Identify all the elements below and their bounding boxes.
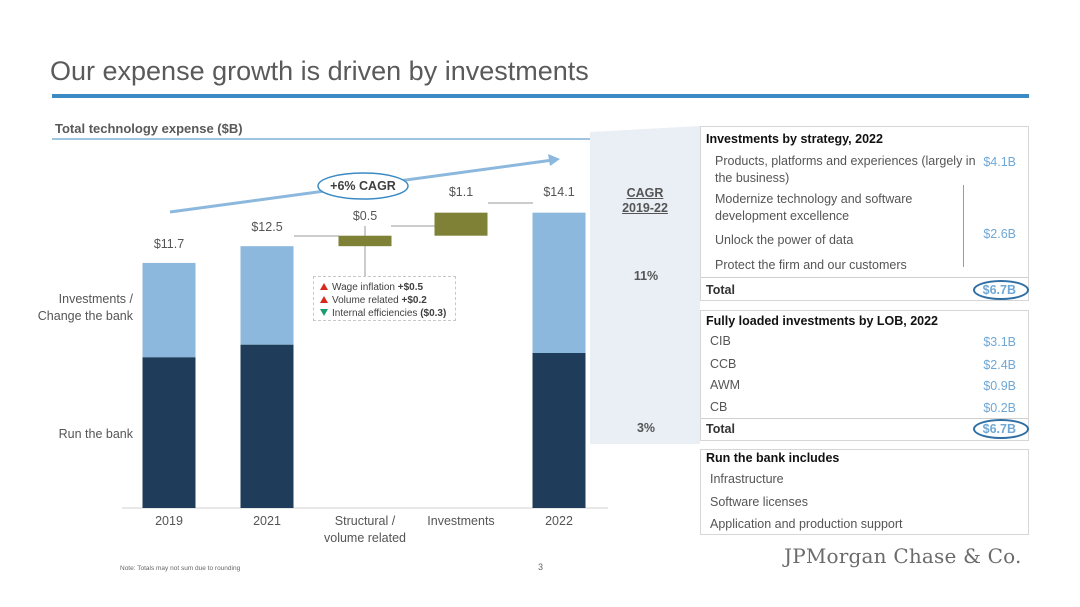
lob-value-cb: $0.2B bbox=[983, 401, 1016, 415]
x-label-2021: 2021 bbox=[253, 514, 281, 528]
total-label-structural: $0.5 bbox=[352, 209, 378, 223]
up-triangle-icon bbox=[320, 283, 328, 290]
lob-total-label: Total bbox=[706, 422, 735, 436]
x-label-investments: Investments bbox=[427, 514, 495, 528]
chart-subtitle: Total technology expense ($B) bbox=[55, 121, 243, 136]
subtitle-rule bbox=[52, 138, 592, 140]
cagr-value-change-the-bank: 11% bbox=[633, 269, 659, 283]
x-label-2019: 2019 bbox=[155, 514, 183, 528]
strategy-total-label: Total bbox=[706, 283, 735, 297]
driver-wage-inflation: Wage inflation +$0.5 bbox=[320, 281, 455, 294]
strategy-value-grouped: $2.6B bbox=[983, 227, 1016, 241]
lob-item-cb: CB bbox=[710, 400, 728, 414]
strategy-item-data: Unlock the power of data bbox=[715, 233, 854, 247]
footnote: Note: Totals may not sum due to rounding bbox=[120, 565, 241, 572]
row-label-change-the-bank: Investments / Change the bank bbox=[37, 292, 133, 323]
cagr-badge-ellipse bbox=[317, 172, 409, 200]
lob-value-awm: $0.9B bbox=[983, 379, 1016, 393]
strategy-total-highlight bbox=[973, 280, 1029, 300]
cagr-badge: +6% CAGR bbox=[330, 179, 396, 193]
bar-increment-investments bbox=[434, 212, 488, 236]
logo: JPMorgan Chase & Co. bbox=[784, 544, 1022, 568]
lob-total-divider bbox=[701, 418, 1028, 419]
down-triangle-icon bbox=[320, 309, 328, 316]
strategy-bracket bbox=[963, 185, 964, 267]
up-triangle-icon bbox=[320, 296, 328, 303]
bar-change-the-bank-2021 bbox=[240, 246, 294, 345]
strategy-panel-title: Investments by strategy, 2022 bbox=[706, 132, 883, 146]
title-rule bbox=[52, 94, 1029, 98]
cagr-value-run-the-bank: 3% bbox=[636, 421, 656, 435]
strategy-item-modernize: Modernize technology and software develo… bbox=[715, 192, 913, 223]
driver-volume-related: Volume related +$0.2 bbox=[320, 294, 455, 307]
driver-internal-efficiencies: Internal efficiencies ($0.3) bbox=[320, 307, 455, 320]
strategy-item-protect: Protect the firm and our customers bbox=[715, 258, 907, 272]
strategy-panel: Investments by strategy, 2022 Products, … bbox=[700, 126, 1029, 301]
strategy-value-products: $4.1B bbox=[983, 155, 1016, 169]
lob-panel: Fully loaded investments by LOB, 2022 CI… bbox=[700, 310, 1029, 441]
run-panel: Run the bank includes Infrastructure Sof… bbox=[700, 449, 1029, 535]
total-label-investments: $1.1 bbox=[448, 185, 474, 199]
lob-total-highlight bbox=[973, 419, 1029, 439]
lob-panel-title: Fully loaded investments by LOB, 2022 bbox=[706, 314, 939, 328]
drivers-box: Wage inflation +$0.5 Volume related +$0.… bbox=[313, 276, 456, 321]
run-panel-title: Run the bank includes bbox=[706, 451, 840, 465]
run-item-application-support: Application and production support bbox=[710, 517, 903, 531]
bar-run-the-bank-2021 bbox=[240, 344, 294, 508]
lob-item-ccb: CCB bbox=[710, 357, 737, 371]
x-label-2022: 2022 bbox=[545, 514, 573, 528]
lob-value-cib: $3.1B bbox=[983, 335, 1016, 349]
lob-value-ccb: $2.4B bbox=[983, 358, 1016, 372]
x-label-structural: Structural / volume related bbox=[324, 514, 406, 545]
lob-item-awm: AWM bbox=[710, 378, 741, 392]
cagr-header-line2: 2019-22 bbox=[622, 201, 668, 215]
bar-increment-structural-volume-related bbox=[338, 235, 392, 247]
run-item-software-licenses: Software licenses bbox=[710, 495, 808, 509]
expense-chart bbox=[122, 126, 700, 509]
lob-item-cib: CIB bbox=[710, 334, 731, 348]
bar-run-the-bank-2022 bbox=[532, 353, 586, 508]
page-number: 3 bbox=[538, 562, 544, 572]
cagr-arrow-head bbox=[548, 154, 560, 166]
total-label-2019: $11.7 bbox=[153, 237, 185, 251]
page-title: Our expense growth is driven by investme… bbox=[50, 56, 589, 86]
total-label-2022: $14.1 bbox=[543, 185, 575, 199]
cagr-header-line1: CAGR bbox=[626, 186, 664, 200]
total-label-2021: $12.5 bbox=[251, 220, 283, 234]
run-item-infrastructure: Infrastructure bbox=[710, 472, 784, 486]
row-label-run-the-bank: Run the bank bbox=[58, 427, 133, 441]
bar-change-the-bank-2022 bbox=[532, 212, 586, 353]
strategy-total-divider bbox=[701, 277, 1028, 278]
bar-run-the-bank-2019 bbox=[142, 357, 196, 508]
strategy-item-products: Products, platforms and experiences (lar… bbox=[715, 154, 976, 185]
cagr-header: CAGR 2019-22 bbox=[613, 186, 677, 216]
callout-wedge bbox=[590, 126, 700, 444]
bar-change-the-bank-2019 bbox=[142, 262, 196, 358]
